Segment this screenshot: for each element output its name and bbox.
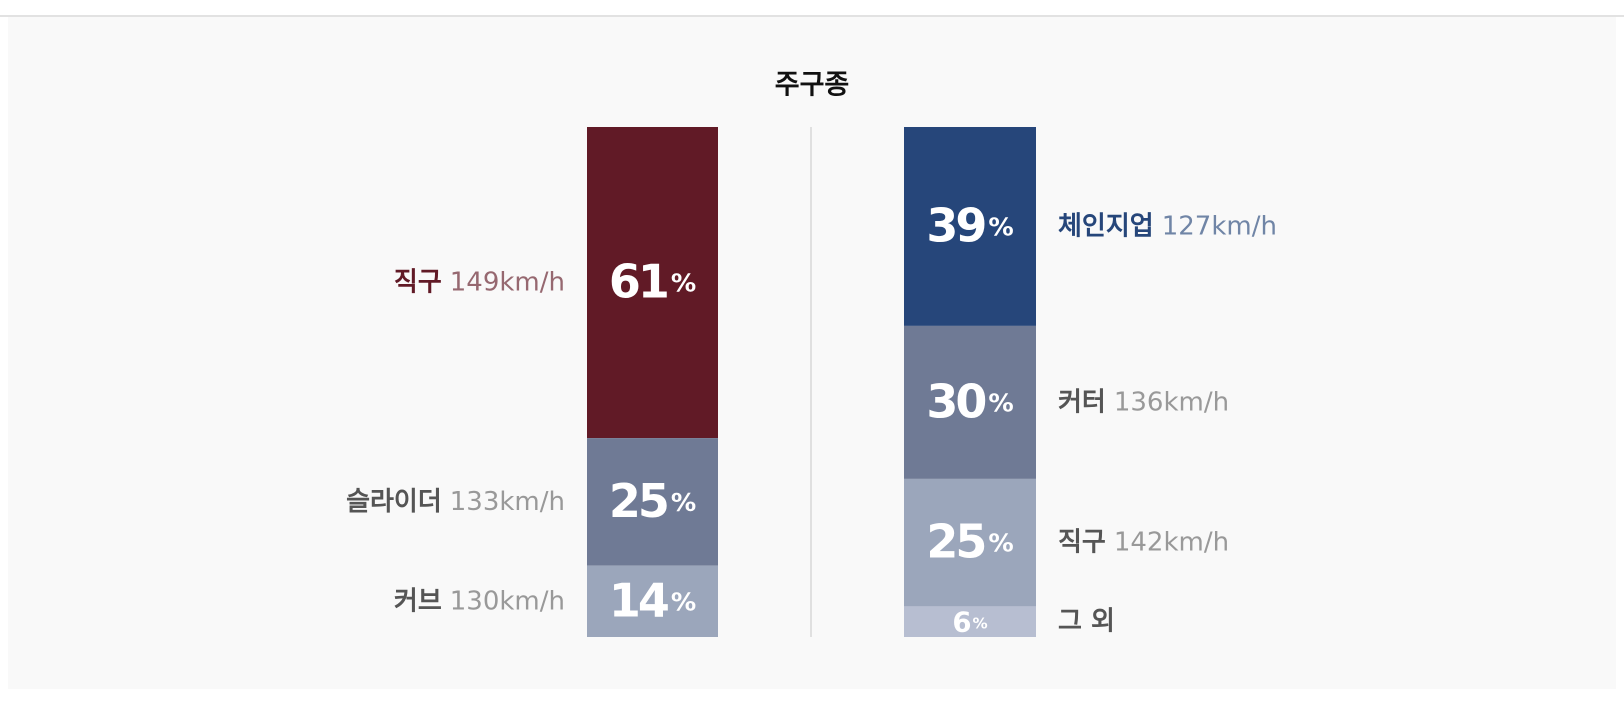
value-label: 25% bbox=[609, 473, 696, 527]
value-unit: % bbox=[671, 587, 696, 616]
segment-label: 커터 136km/h bbox=[1058, 387, 1229, 417]
value-number: 61 bbox=[609, 254, 667, 308]
value-label: 14% bbox=[609, 573, 696, 627]
value-unit: % bbox=[671, 488, 696, 517]
segment-name: 체인지업 bbox=[1058, 211, 1154, 241]
value-number: 30 bbox=[926, 374, 985, 428]
segment-speed: 133km/h bbox=[450, 486, 565, 516]
segment-name: 슬라이더 bbox=[346, 486, 442, 516]
bar-segment bbox=[587, 438, 718, 566]
segment-name: 커터 bbox=[1058, 387, 1106, 417]
bar-segment bbox=[904, 478, 1036, 607]
chart-title: 주구종 bbox=[775, 70, 850, 101]
segment-name: 직구 bbox=[1058, 527, 1106, 557]
segment-name: 직구 bbox=[394, 267, 442, 297]
value-number: 25 bbox=[926, 514, 984, 568]
bar-segment bbox=[587, 565, 718, 637]
value-number: 39 bbox=[926, 198, 985, 252]
value-label: 39% bbox=[926, 198, 1013, 252]
value-label: 61% bbox=[609, 254, 696, 308]
bar-segment bbox=[904, 127, 1036, 326]
value-unit: % bbox=[988, 388, 1013, 417]
value-number: 14 bbox=[609, 573, 668, 627]
segment-label: 슬라이더 133km/h bbox=[346, 486, 565, 516]
segment-speed: 142km/h bbox=[1114, 527, 1229, 557]
segment-speed: 149km/h bbox=[450, 267, 565, 297]
value-label: 30% bbox=[926, 374, 1013, 428]
segment-name: 커브 bbox=[394, 586, 442, 616]
segment-label: 체인지업 127km/h bbox=[1058, 211, 1277, 241]
segment-speed: 127km/h bbox=[1162, 211, 1277, 241]
segment-label: 직구 149km/h bbox=[394, 267, 565, 297]
value-unit: % bbox=[988, 212, 1013, 241]
segment-label: 커브 130km/h bbox=[394, 586, 565, 616]
segment-label: 그 외 bbox=[1058, 606, 1115, 636]
value-label: 25% bbox=[926, 514, 1013, 568]
value-unit: % bbox=[671, 269, 696, 298]
segment-speed: 136km/h bbox=[1114, 387, 1229, 417]
segment-speed: 130km/h bbox=[450, 586, 565, 616]
bar-segment bbox=[904, 606, 1036, 637]
segment-name: 그 외 bbox=[1058, 606, 1115, 636]
value-number: 25 bbox=[609, 473, 667, 527]
bar-segment bbox=[587, 127, 718, 439]
value-unit: % bbox=[988, 529, 1013, 558]
value-unit: % bbox=[973, 614, 988, 632]
bar-segment bbox=[904, 325, 1036, 479]
value-number: 6 bbox=[952, 607, 970, 639]
value-label: 6% bbox=[952, 607, 987, 639]
segment-label: 직구 142km/h bbox=[1058, 527, 1229, 557]
